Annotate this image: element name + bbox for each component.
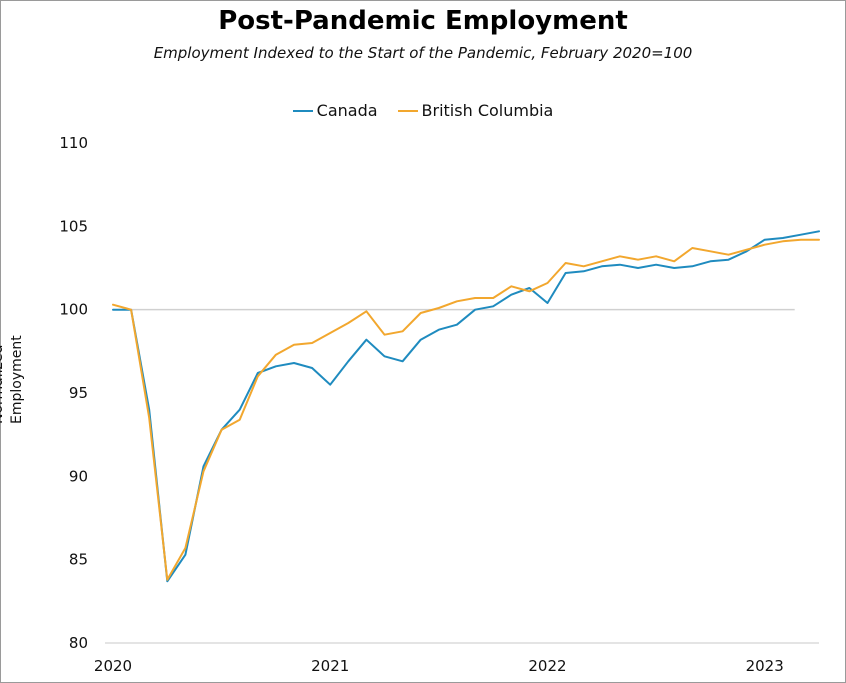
x-tick-label: 2022 [528,657,566,675]
y-tick-label: 85 [69,551,88,569]
chart-title: Post-Pandemic Employment [218,6,628,36]
legend-item-british-columbia: British Columbia [397,101,554,120]
legend-swatch-british-columbia [397,109,418,112]
series-line-british-columbia [112,238,820,581]
y-tick-label: 110 [59,134,88,152]
chart-subtitle: Employment Indexed to the Start of the P… [153,44,693,62]
legend: Canada British Columbia [0,101,846,120]
y-tick-label: 100 [59,301,88,319]
series-line-canada [112,230,820,583]
x-tick-label: 2020 [94,657,132,675]
legend-label-canada: Canada [316,101,378,120]
x-tick-label: 2023 [746,657,784,675]
legend-label-british-columbia: British Columbia [421,101,554,120]
y-tick-label: 80 [69,634,88,652]
legend-swatch-canada [292,109,313,112]
y-tick-label: 105 [59,217,88,235]
x-tick-label: 2021 [311,657,349,675]
legend-item-canada: Canada [292,101,378,120]
y-tick-label: 90 [69,467,88,485]
y-tick-label: 95 [69,384,88,402]
